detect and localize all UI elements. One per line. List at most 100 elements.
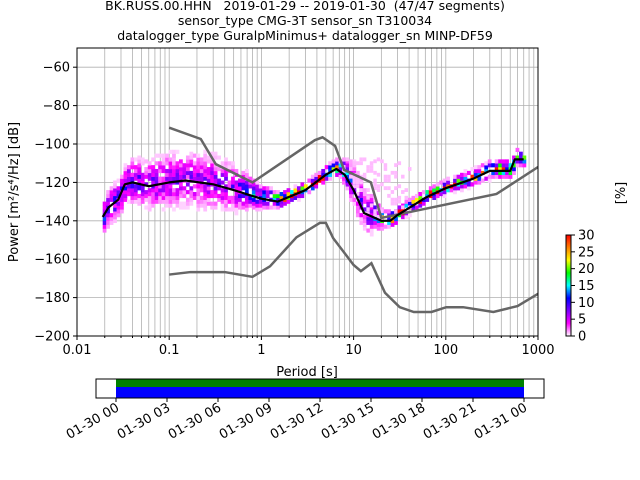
histogram-cell xyxy=(161,161,166,166)
histogram-cell xyxy=(491,170,496,176)
histogram-cell xyxy=(376,157,381,162)
histogram-cell xyxy=(487,163,492,168)
histogram-cell xyxy=(144,197,149,202)
histogram-cell xyxy=(373,170,377,175)
histogram-cell xyxy=(175,161,180,166)
histogram-cell xyxy=(355,192,360,196)
histogram-cell xyxy=(428,186,433,191)
histogram-cell xyxy=(442,190,447,195)
histogram-cell xyxy=(473,180,478,185)
histogram-cell xyxy=(126,188,131,193)
histogram-cell xyxy=(196,207,201,212)
histogram-cell xyxy=(300,182,305,187)
histogram-cell xyxy=(244,180,249,185)
histogram-cell xyxy=(345,174,350,179)
histogram-cell xyxy=(383,163,388,168)
histogram-cell xyxy=(182,170,187,176)
histogram-cell xyxy=(133,192,138,197)
histogram-cell xyxy=(154,199,159,204)
histogram-cell xyxy=(349,186,353,191)
histogram-cell xyxy=(238,201,242,206)
histogram-cell xyxy=(126,168,131,174)
histogram-cell xyxy=(404,203,409,208)
histogram-cell xyxy=(373,182,377,187)
histogram-cell xyxy=(296,197,301,202)
histogram-cell xyxy=(147,176,152,181)
histogram-cell xyxy=(331,159,336,164)
colorbar-tick-label: 0 xyxy=(578,330,586,345)
histogram-cell xyxy=(262,205,267,210)
histogram-cell xyxy=(255,199,260,204)
histogram-cell xyxy=(355,209,360,214)
histogram-cell xyxy=(210,159,215,164)
histogram-cell xyxy=(220,192,225,197)
histogram-cell xyxy=(342,157,346,162)
histogram-cell xyxy=(206,178,211,183)
histogram-cell xyxy=(196,199,201,204)
histogram-cell xyxy=(168,157,173,162)
histogram-cell xyxy=(154,172,159,177)
histogram-cell xyxy=(352,186,357,191)
histogram-cell xyxy=(123,190,128,195)
histogram-cell xyxy=(213,201,218,206)
histogram-cell xyxy=(179,163,183,168)
histogram-cell xyxy=(199,176,204,181)
histogram-cell xyxy=(154,176,159,181)
histogram-cell xyxy=(401,207,405,212)
histogram-cell xyxy=(453,190,457,195)
histogram-cell xyxy=(126,192,131,197)
histogram-cell xyxy=(494,167,499,172)
histogram-cell xyxy=(359,201,364,206)
histogram-cell xyxy=(269,205,274,210)
histogram-cell xyxy=(362,207,367,212)
histogram-cell xyxy=(435,186,440,191)
histogram-cell xyxy=(352,163,357,168)
histogram-cell xyxy=(505,159,509,164)
histogram-cell xyxy=(238,182,242,187)
histogram-cell xyxy=(328,161,332,166)
histogram-cell xyxy=(140,184,145,189)
histogram-cell xyxy=(196,172,201,177)
histogram-cell xyxy=(220,180,225,185)
histogram-cell xyxy=(335,161,339,166)
histogram-cell xyxy=(168,199,173,204)
histogram-cell xyxy=(387,209,391,214)
histogram-cell xyxy=(185,190,190,195)
histogram-cell xyxy=(227,199,232,204)
histogram-cell xyxy=(484,176,489,181)
histogram-cell xyxy=(387,186,391,191)
histogram-cell xyxy=(349,197,353,202)
histogram-cell xyxy=(352,184,356,189)
histogram-cell xyxy=(418,195,423,200)
histogram-cell xyxy=(182,190,187,195)
histogram-cell xyxy=(501,174,506,179)
histogram-cell xyxy=(463,180,468,185)
histogram-cell xyxy=(519,155,523,160)
histogram-cell xyxy=(362,192,367,197)
histogram-cell xyxy=(349,163,353,168)
histogram-cell xyxy=(314,172,319,177)
histogram-cell xyxy=(338,174,343,179)
histogram-cell xyxy=(220,168,225,174)
histogram-cell xyxy=(172,207,176,212)
histogram-cell xyxy=(349,193,353,199)
histogram-cell xyxy=(154,192,159,197)
histogram-cell xyxy=(196,168,201,174)
histogram-cell xyxy=(227,184,232,189)
histogram-cell xyxy=(123,193,128,199)
histogram-cell xyxy=(158,165,162,170)
histogram-cell xyxy=(369,213,374,218)
histogram-cell xyxy=(390,197,395,202)
histogram-cell xyxy=(355,180,360,185)
histogram-cell xyxy=(189,163,194,168)
histogram-cell xyxy=(234,207,239,212)
histogram-cell xyxy=(133,188,138,193)
histogram-cell xyxy=(133,199,138,204)
histogram-cell xyxy=(106,201,110,206)
histogram-cell xyxy=(505,167,509,172)
histogram-cell xyxy=(185,201,190,206)
histogram-cell xyxy=(175,203,180,208)
histogram-cell xyxy=(158,188,162,193)
histogram-cell xyxy=(373,220,378,225)
histogram-cell xyxy=(224,199,228,204)
